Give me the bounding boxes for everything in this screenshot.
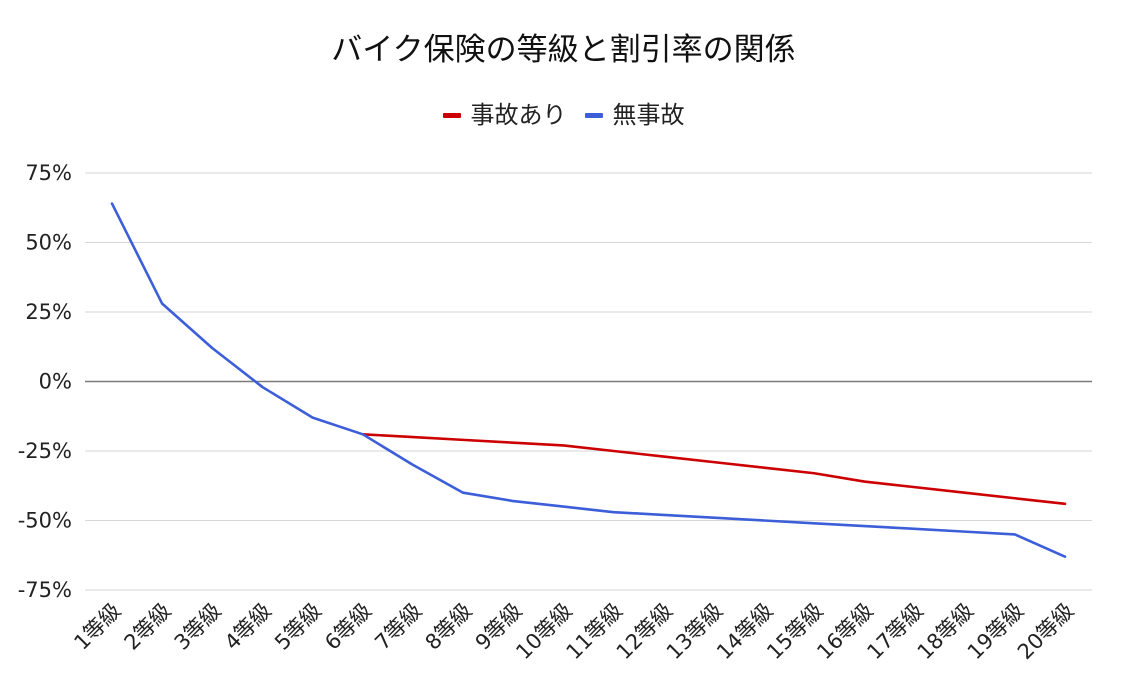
legend-label-accident: 事故あり (470, 101, 567, 129)
legend-swatch-accident (442, 112, 461, 118)
legend-item-accident: 事故あり (442, 98, 567, 132)
x-tick-label: 16等級 (812, 599, 878, 665)
x-tick-label: 14等級 (712, 599, 778, 665)
grid-lines (85, 172, 1092, 591)
y-tick-label: -25% (18, 439, 72, 463)
y-tick-label: 75% (25, 161, 72, 185)
series-line-no-accident (110, 202, 1067, 558)
x-tick-label: 18等級 (913, 599, 979, 665)
y-axis-labels: 75% 50% 25% 0% -25% -50% -75% (18, 161, 72, 602)
chart-title: バイク保険の等級と割引率の関係 (331, 32, 796, 68)
legend-item-no-accident: 無事故 (584, 98, 685, 132)
x-tick-label: 1等級 (69, 599, 125, 655)
legend-label-no-accident: 無事故 (612, 101, 685, 129)
y-tick-label: 50% (25, 231, 72, 255)
x-tick-label: 13等級 (662, 599, 728, 665)
legend-swatch-no-accident (584, 112, 603, 118)
x-axis-labels: 1等級2等級3等級4等級5等級6等級7等級8等級9等級10等級11等級12等級1… (69, 599, 1078, 665)
x-tick-label: 20等級 (1013, 599, 1079, 665)
y-tick-label: -75% (18, 578, 72, 602)
x-tick-label: 3等級 (170, 599, 226, 655)
x-tick-label: 8等級 (421, 599, 477, 655)
x-tick-label: 6等級 (320, 599, 376, 655)
y-tick-label: -50% (18, 509, 72, 533)
y-tick-label: 25% (25, 300, 72, 324)
x-tick-label: 5等級 (270, 599, 326, 655)
x-tick-label: 11等級 (562, 599, 628, 665)
series-lines (110, 202, 1067, 558)
x-tick-label: 17等級 (862, 599, 928, 665)
chart-legend: 事故あり 無事故 (0, 98, 1127, 132)
x-tick-label: 7等級 (370, 599, 426, 655)
y-tick-label: 0% (39, 370, 72, 394)
x-tick-label: 19等級 (963, 599, 1029, 665)
x-tick-label: 12等級 (612, 599, 678, 665)
series-line-accident (361, 433, 1067, 506)
x-tick-label: 4等級 (220, 599, 276, 655)
x-tick-label: 10等級 (511, 599, 577, 665)
x-tick-label: 2等級 (120, 599, 176, 655)
x-tick-label: 15等級 (762, 599, 828, 665)
